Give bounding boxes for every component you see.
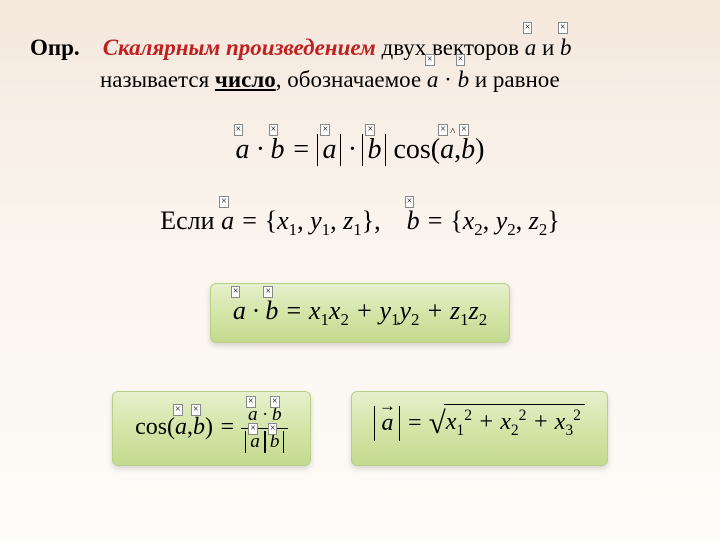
chislo: число [215,67,276,92]
t1: двух векторов [376,35,525,60]
vec-a2: ×a [427,64,439,96]
magnitude-formula-box: a = √ x12 + x22 + x32 [351,391,607,466]
vec-a: ×a [525,32,537,64]
term: Скалярным произведением [103,35,376,60]
and: и [542,35,560,60]
vec-a-arrow: a [381,410,393,437]
definition-text: Опр. Скалярным произведением двух вектор… [30,32,690,96]
coords-line: Если ×a = {x1, y1, z1}, ×b = {x2, y2, z2… [30,206,690,240]
formula-row-2: cos(×a,×b) = ×a · ×b ×a×b a = √ x12 [30,391,690,466]
vec-b2: ×b [458,64,470,96]
scalar-formula-box: ×a · ×b = x1x2 + y1y2 + z1z2 [210,283,510,343]
vec-b: ×b [560,32,572,64]
cos-formula-box: cos(×a,×b) = ×a · ×b ×a×b [112,391,311,466]
def-line2: называется число, обозначаемое ×a · ×b и… [30,64,690,96]
fraction: ×a · ×b ×a×b [241,404,288,453]
scalar-formula-row: ×a · ×b = x1x2 + y1y2 + z1z2 [30,283,690,343]
slide-content: Опр. Скалярным произведением двух вектор… [0,0,720,486]
opr-label: Опр. [30,35,80,60]
sqrt: √ x12 + x22 + x32 [429,404,585,440]
main-formula: ×a · ×b = ×a · ×b cos(×^a,×b) [30,134,690,166]
